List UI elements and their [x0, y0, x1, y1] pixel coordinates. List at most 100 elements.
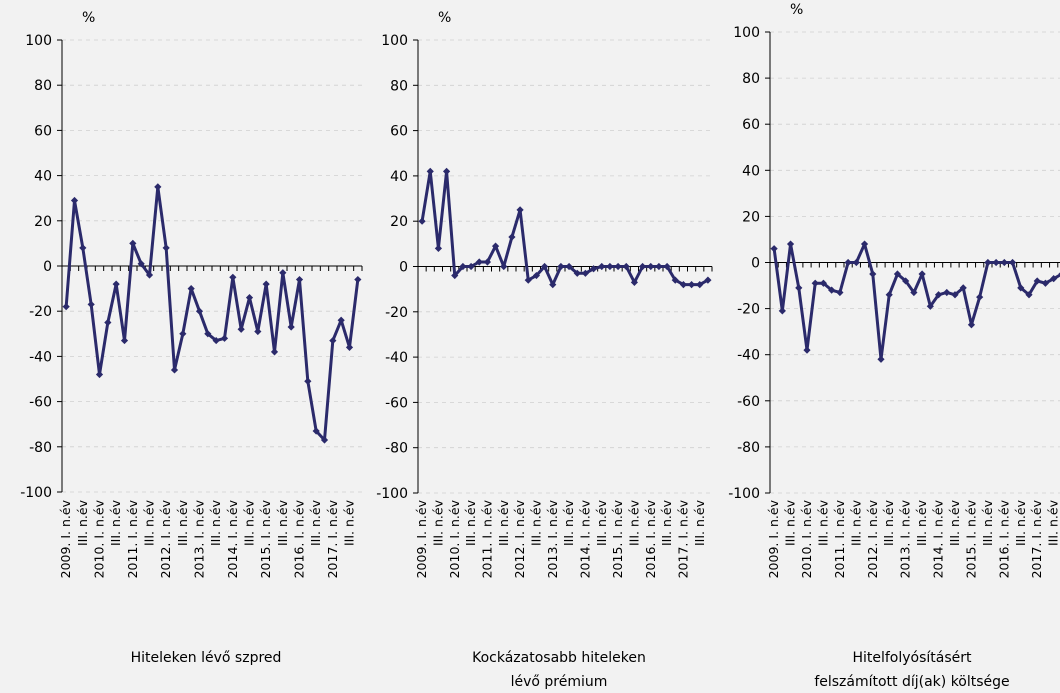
point: [434, 244, 443, 252]
y-tick-label: -100: [728, 486, 760, 502]
point: [540, 262, 549, 271]
point: [1000, 258, 1008, 267]
point: [95, 370, 104, 379]
x-tick-label: 2009. I. n.év: [58, 499, 73, 578]
x-tick-label: III. n.év: [142, 499, 157, 546]
x-tick-label: 2014. I. n.év: [931, 499, 946, 578]
point: [304, 377, 312, 385]
y-tick-label: -20: [737, 302, 760, 318]
x-tick-label: III. n.év: [275, 499, 290, 546]
point: [467, 262, 475, 271]
y-tick-label: 60: [390, 124, 408, 140]
y-tick-label: 100: [25, 33, 52, 49]
point: [87, 300, 95, 309]
y-tick-label: 0: [399, 260, 408, 276]
point: [287, 323, 295, 331]
point: [565, 262, 573, 271]
y-tick-label: -80: [385, 441, 408, 457]
point: [451, 271, 459, 280]
y-tick-label: -60: [385, 395, 408, 411]
y-tick-label: -60: [737, 394, 760, 410]
point: [204, 330, 212, 338]
series-line: [772, 242, 1060, 361]
x-tick-label: III. n.év: [108, 499, 123, 546]
y-tick-label: 100: [381, 33, 408, 49]
x-tick-label: III. n.év: [75, 499, 90, 546]
point: [598, 262, 606, 271]
y-tick-label: 40: [742, 163, 760, 179]
x-tick-label: III. n.év: [342, 499, 357, 546]
point: [145, 271, 154, 279]
point: [500, 262, 508, 271]
x-tick-label: 2013. I. n.év: [192, 499, 207, 578]
point: [295, 275, 304, 284]
point: [581, 269, 590, 277]
x-tick-label: III. n.év: [626, 499, 641, 546]
x-tick-label: 2010. I. n.év: [799, 499, 814, 578]
y-tick-label: -100: [20, 485, 52, 501]
point: [516, 206, 524, 214]
x-tick-label: III. n.év: [881, 499, 896, 546]
y-tick-label: 20: [390, 214, 408, 230]
x-tick-label: III. n.év: [463, 499, 478, 546]
point: [1033, 277, 1041, 285]
point: [79, 244, 87, 252]
x-tick-label: 2009. I. n.év: [766, 499, 781, 578]
y-axis-label: %: [790, 2, 803, 18]
point: [860, 240, 869, 248]
y-tick-label: -40: [737, 348, 760, 364]
x-tick-label: 2017. I. n.év: [325, 499, 340, 578]
point: [959, 284, 967, 292]
point: [329, 336, 337, 345]
y-tick-label: 80: [390, 78, 408, 94]
x-tick-label: 2016. I. n.év: [643, 499, 658, 578]
panel-title: Kockázatosabb hiteleken: [472, 650, 646, 666]
panel-title: felszámított díj(ak) költsége: [814, 674, 1009, 690]
y-tick-label: -20: [385, 305, 408, 321]
y-tick-label: 0: [751, 256, 760, 272]
x-tick-label: 2011. I. n.év: [832, 499, 847, 578]
point: [129, 239, 137, 247]
y-tick-label: -60: [29, 395, 52, 411]
x-tick-label: 2011. I. n.év: [125, 499, 140, 578]
point: [943, 288, 951, 297]
x-tick-label: III. n.év: [783, 499, 798, 546]
x-tick-label: III. n.év: [692, 499, 707, 546]
point: [852, 258, 860, 267]
x-tick-label: III. n.év: [561, 499, 576, 546]
y-tick-label: 100: [733, 25, 760, 41]
point: [312, 427, 320, 435]
x-tick-label: 2016. I. n.év: [292, 499, 307, 578]
point: [62, 303, 70, 311]
point: [1041, 279, 1050, 287]
point: [237, 325, 245, 333]
point: [179, 330, 187, 338]
point: [483, 258, 492, 266]
point: [354, 275, 362, 284]
x-tick-label: III. n.év: [659, 499, 674, 546]
point: [606, 262, 614, 271]
point: [844, 258, 852, 267]
panel-title: lévő prémium: [511, 674, 608, 690]
x-tick-label: 2009. I. n.év: [414, 499, 429, 578]
point: [270, 348, 279, 356]
point: [885, 291, 893, 299]
point: [524, 276, 532, 284]
x-tick-label: III. n.év: [1046, 499, 1060, 546]
x-tick-label: III. n.év: [175, 499, 190, 546]
point: [279, 269, 287, 277]
point: [220, 334, 229, 342]
point: [120, 336, 129, 345]
x-tick-label: 2015. I. n.év: [258, 499, 273, 578]
x-tick-label: III. n.év: [208, 499, 223, 546]
point: [1050, 275, 1058, 283]
y-tick-label: -40: [385, 350, 408, 366]
point: [337, 316, 345, 324]
point: [655, 262, 663, 271]
x-tick-label: 2017. I. n.év: [1029, 499, 1044, 578]
panel-title: Hitelfolyósításért: [852, 650, 972, 666]
point: [1017, 284, 1025, 292]
x-tick-label: 2015. I. n.év: [963, 499, 978, 578]
x-tick-label: III. n.év: [848, 499, 863, 546]
y-tick-label: -80: [29, 440, 52, 456]
